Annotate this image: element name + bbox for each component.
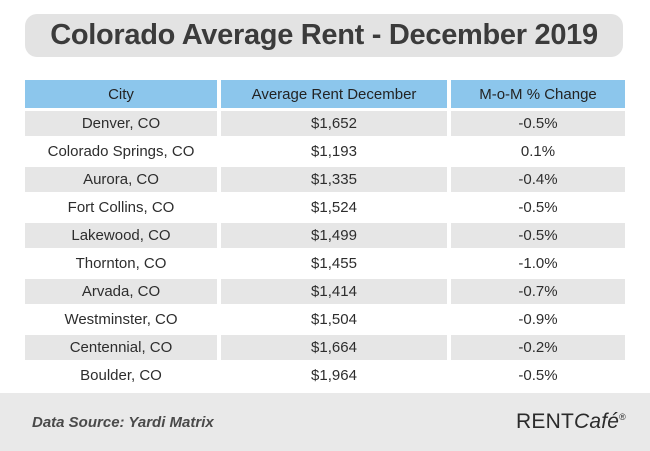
city-cell: Westminster, CO (25, 307, 217, 332)
rentcafe-logo: RENTCafé® (516, 410, 626, 434)
city-cell: Colorado Springs, CO (25, 139, 217, 164)
footer-bar: Data Source: Yardi Matrix RENTCafé® (0, 393, 650, 451)
registered-mark: ® (619, 412, 626, 422)
column-header-change: M-o-M % Change (451, 80, 625, 108)
rent-cell: $1,455 (221, 251, 447, 276)
change-cell: -0.5% (451, 195, 625, 220)
change-cell: -0.4% (451, 167, 625, 192)
rent-cell: $1,499 (221, 223, 447, 248)
rent-cell: $1,335 (221, 167, 447, 192)
change-cell: -0.5% (451, 223, 625, 248)
city-cell: Centennial, CO (25, 335, 217, 360)
rent-cell: $1,664 (221, 335, 447, 360)
rentcafe-logo-cafe: Café (573, 410, 620, 433)
city-cell: Aurora, CO (25, 167, 217, 192)
page-title: Colorado Average Rent - December 2019 (25, 14, 623, 57)
change-cell: -0.7% (451, 279, 625, 304)
city-cell: Fort Collins, CO (25, 195, 217, 220)
rent-cell: $1,193 (221, 139, 447, 164)
city-cell: Denver, CO (25, 111, 217, 136)
rent-cell: $1,652 (221, 111, 447, 136)
change-cell: -0.9% (451, 307, 625, 332)
city-cell: Boulder, CO (25, 363, 217, 388)
column-header-rent: Average Rent December (221, 80, 447, 108)
change-cell: -0.5% (451, 111, 625, 136)
column-header-city: City (25, 80, 217, 108)
rent-cell: $1,524 (221, 195, 447, 220)
rent-cell: $1,504 (221, 307, 447, 332)
rent-cell: $1,964 (221, 363, 447, 388)
change-cell: -0.5% (451, 363, 625, 388)
rentcafe-logo-rent: RENT (516, 410, 574, 433)
change-cell: 0.1% (451, 139, 625, 164)
city-cell: Thornton, CO (25, 251, 217, 276)
data-source-label: Data Source: Yardi Matrix (32, 413, 214, 431)
rent-table: City Average Rent December M-o-M % Chang… (25, 80, 625, 388)
change-cell: -0.2% (451, 335, 625, 360)
rent-cell: $1,414 (221, 279, 447, 304)
city-cell: Lakewood, CO (25, 223, 217, 248)
change-cell: -1.0% (451, 251, 625, 276)
city-cell: Arvada, CO (25, 279, 217, 304)
